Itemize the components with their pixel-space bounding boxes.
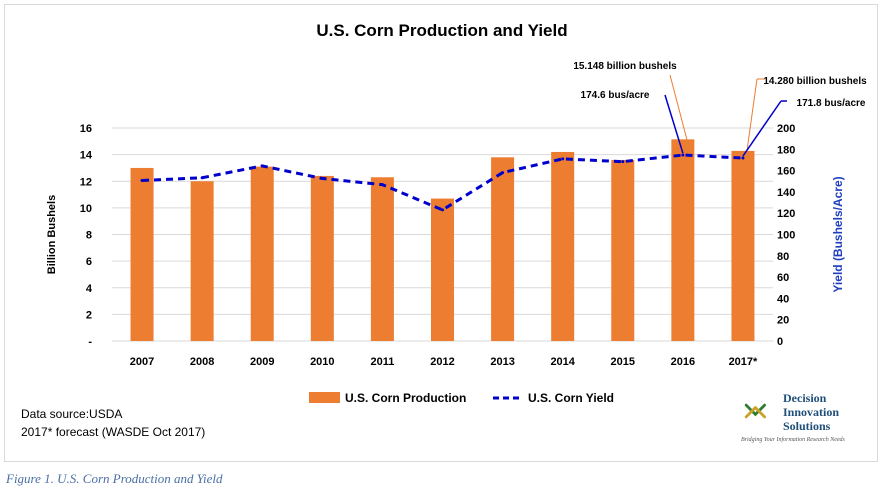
y2-tick-label: 0 bbox=[777, 336, 783, 348]
yield-line bbox=[141, 153, 744, 212]
y2-tick-label: 120 bbox=[777, 208, 795, 220]
logo-tagline: Bridging Your Information Research Needs bbox=[741, 437, 845, 443]
bar-2009 bbox=[250, 166, 274, 341]
x-tick-label: 2013 bbox=[490, 356, 514, 368]
annotation-2016-production: 15.148 billion bushels bbox=[573, 61, 677, 72]
logo-line-1: Decision bbox=[783, 391, 827, 405]
y2-axis-title: Yield (Bushels/Acre) bbox=[831, 176, 845, 292]
y2-tick-label: 40 bbox=[777, 293, 789, 305]
annotation-2017-yield: 171.8 bus/acre bbox=[797, 98, 866, 109]
legend-label-yield: U.S. Corn Yield bbox=[528, 391, 614, 405]
logo-line-3: Solutions bbox=[783, 419, 831, 433]
y2-tick-label: 20 bbox=[777, 315, 789, 327]
y-tick-label: 12 bbox=[80, 176, 92, 188]
annotation-2016-yield: 174.6 bus/acre bbox=[581, 90, 650, 101]
legend-label-production: U.S. Corn Production bbox=[345, 391, 466, 405]
y-tick-label: 16 bbox=[80, 123, 92, 135]
x-tick-label: 2017* bbox=[729, 356, 758, 368]
chart: U.S. Corn Production and Yield - 2 4 6 8 10 12 1… bbox=[46, 21, 867, 405]
figure-caption: Figure 1. U.S. Corn Production and Yield bbox=[6, 471, 223, 486]
legend-swatch-production bbox=[309, 392, 340, 403]
y2-tick-label: 80 bbox=[777, 251, 789, 263]
yield-point-2017* bbox=[741, 156, 745, 160]
y2-tick-label: 180 bbox=[777, 144, 795, 156]
y2-tick-label: 140 bbox=[777, 187, 795, 199]
annotation-leader bbox=[742, 100, 782, 157]
y-tick-label: 6 bbox=[86, 256, 92, 268]
yield-point-2016 bbox=[681, 153, 685, 157]
bar-2017* bbox=[731, 150, 755, 341]
annotation-leader bbox=[669, 74, 688, 140]
y-tick-label: 2 bbox=[86, 309, 92, 321]
annotation-2017-production: 14.280 billion bushels bbox=[763, 76, 867, 87]
x-tick-label: 2009 bbox=[250, 356, 274, 368]
x-tick-label: 2011 bbox=[370, 356, 394, 368]
logo-icon bbox=[744, 403, 766, 419]
forecast-note: 2017* forecast (WASDE Oct 2017) bbox=[21, 425, 206, 439]
bar-2010 bbox=[310, 175, 334, 341]
logo-line-2: Innovation bbox=[783, 405, 840, 419]
y-tick-label: 14 bbox=[80, 150, 93, 162]
yield-point-2015 bbox=[621, 160, 625, 164]
y-tick-label: 8 bbox=[86, 230, 92, 242]
yield-point-2014 bbox=[561, 157, 565, 161]
yield-point-2008 bbox=[200, 176, 204, 180]
data-source: Data source:USDA bbox=[21, 407, 123, 421]
bar-2013 bbox=[491, 157, 515, 341]
x-tick-label: 2016 bbox=[671, 356, 695, 368]
yield-point-2007 bbox=[140, 179, 144, 183]
y2-tick-label: 60 bbox=[777, 272, 789, 284]
bar-2014 bbox=[551, 151, 575, 341]
chart-title: U.S. Corn Production and Yield bbox=[316, 21, 567, 40]
x-tick-label: 2015 bbox=[611, 356, 635, 368]
bar-2015 bbox=[611, 159, 635, 341]
x-tick-label: 2014 bbox=[550, 356, 575, 368]
x-tick-label: 2008 bbox=[190, 356, 214, 368]
x-tick-label: 2007 bbox=[130, 356, 154, 368]
y-tick-label: - bbox=[88, 336, 92, 348]
yield-point-2009 bbox=[260, 164, 264, 168]
y2-tick-label: 200 bbox=[777, 123, 795, 135]
annotation-leader bbox=[664, 94, 684, 154]
yield-point-2010 bbox=[320, 176, 324, 180]
yield-point-2012 bbox=[441, 208, 444, 212]
yield-point-2011 bbox=[380, 183, 384, 187]
annotation-leader bbox=[746, 78, 758, 151]
bar-2012 bbox=[431, 198, 454, 341]
y2-tick-label: 100 bbox=[777, 230, 795, 242]
chart-frame: U.S. Corn Production and Yield - 2 4 6 8 10 12 1… bbox=[4, 4, 878, 462]
x-tick-label: 2012 bbox=[430, 356, 454, 368]
y-tick-label: 10 bbox=[80, 203, 92, 215]
yield-point-2013 bbox=[501, 171, 505, 175]
bar-2008 bbox=[190, 181, 214, 341]
bar-2007 bbox=[130, 167, 154, 341]
y-axis-title: Billion Bushels bbox=[46, 195, 58, 274]
logo-text: Decision Innovation Solutions bbox=[783, 391, 883, 433]
x-tick-label: 2010 bbox=[310, 356, 334, 368]
y-tick-label: 4 bbox=[86, 283, 93, 295]
y2-tick-label: 160 bbox=[777, 166, 795, 178]
bar-2011 bbox=[370, 177, 394, 341]
bar-2016 bbox=[671, 139, 695, 341]
